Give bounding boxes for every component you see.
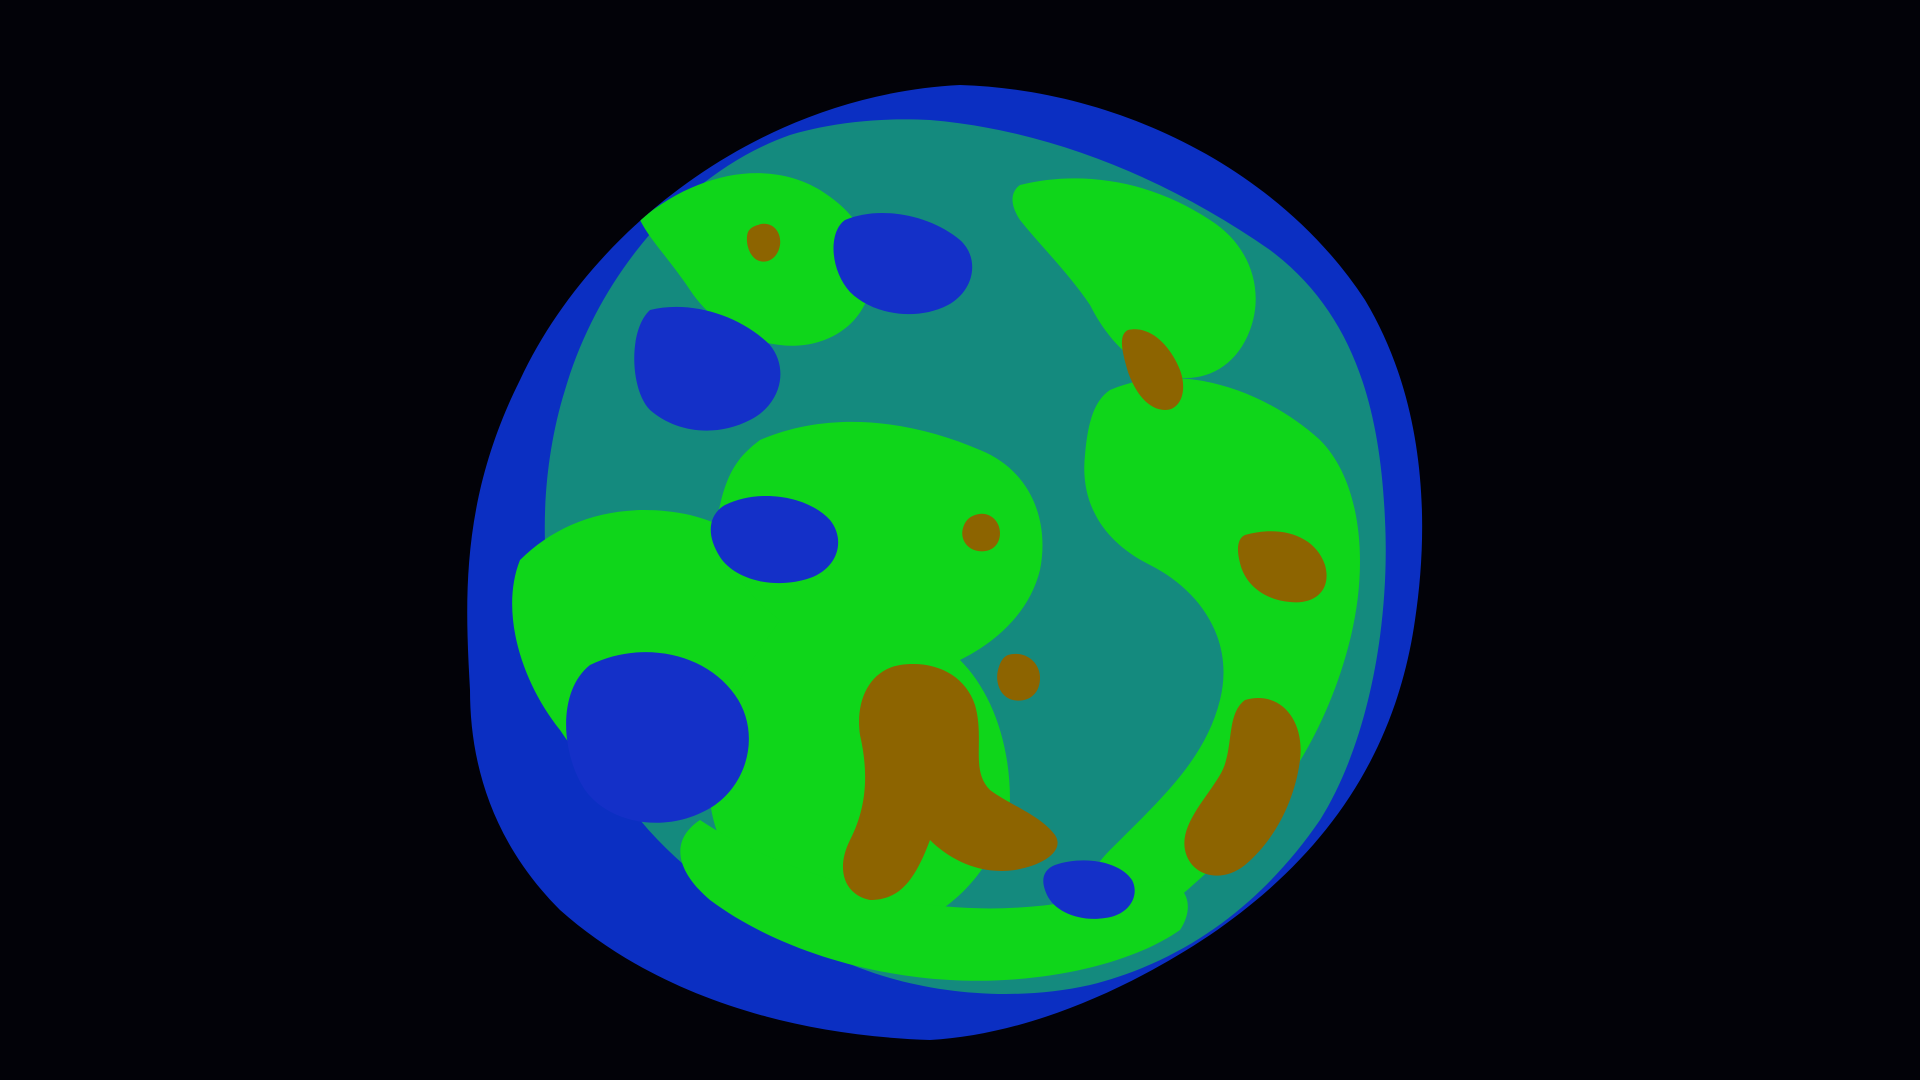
green-swirl-right — [1081, 378, 1360, 950]
sphere — [467, 85, 1423, 1040]
blue-pocket-lower-left — [566, 652, 749, 823]
brown-patch-top-left — [746, 223, 781, 262]
blue-pocket-upper-left — [634, 306, 781, 431]
brown-patch-center — [842, 664, 1058, 900]
blue-pocket-bottom — [1043, 860, 1135, 919]
brown-patch-small-center-2 — [997, 653, 1040, 701]
green-lower-band — [680, 820, 1188, 981]
blue-pocket-mid-left — [710, 495, 839, 584]
interior-regions — [512, 119, 1386, 994]
brown-patch-small-center — [962, 513, 1000, 552]
brown-patch-right — [1184, 698, 1301, 876]
brown-patch-upper-right — [1121, 329, 1184, 410]
green-swirl-top-right — [1012, 178, 1256, 378]
brown-patch-right-mid — [1237, 531, 1327, 603]
blue-pocket-top — [833, 212, 973, 315]
